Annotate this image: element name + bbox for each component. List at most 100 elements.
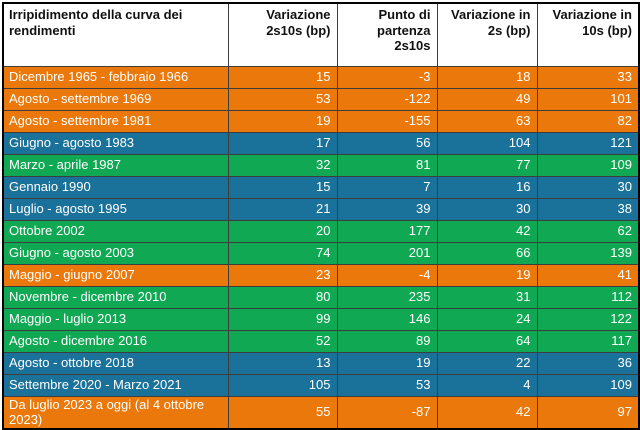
header-row: Irripidimento della curva dei rendimenti…	[2, 2, 640, 67]
value-cell: 42	[436, 396, 538, 430]
value-cell: 53	[336, 374, 438, 397]
value-cell: 109	[536, 154, 640, 177]
value-cell: 24	[436, 308, 538, 331]
header-cell-punto-di-partenza: Punto di partenza 2s10s	[336, 2, 438, 67]
table-body: Dicembre 1965 - febbraio 1966 15 -3 18 33 Ago…	[2, 66, 640, 430]
value-cell: 109	[536, 374, 640, 397]
value-cell: 63	[436, 110, 538, 133]
value-cell: 19	[436, 264, 538, 287]
period-cell: Ottobre 2002	[2, 220, 229, 243]
period-cell: Settembre 2020 - Marzo 2021	[2, 374, 229, 397]
table-row: Agosto - dicembre 2016 52 89 64 117	[2, 330, 640, 353]
header-cell-variazione-2s: Variazione in 2s (bp)	[436, 2, 538, 67]
value-cell: 19	[227, 110, 338, 133]
value-cell: 30	[536, 176, 640, 199]
table-row: Settembre 2020 - Marzo 2021 105 53 4 109	[2, 374, 640, 397]
value-cell: 122	[536, 308, 640, 331]
value-cell: 17	[227, 132, 338, 155]
table-row: Agosto - settembre 1969 53 -122 49 101	[2, 88, 640, 111]
value-cell: 31	[436, 286, 538, 309]
value-cell: 62	[536, 220, 640, 243]
value-cell: 16	[436, 176, 538, 199]
period-cell: Giugno - agosto 1983	[2, 132, 229, 155]
value-cell: 177	[336, 220, 438, 243]
value-cell: -4	[336, 264, 438, 287]
value-cell: 15	[227, 66, 338, 89]
value-cell: 36	[536, 352, 640, 375]
value-cell: 32	[227, 154, 338, 177]
value-cell: 21	[227, 198, 338, 221]
value-cell: 117	[536, 330, 640, 353]
value-cell: 139	[536, 242, 640, 265]
table-row: Da luglio 2023 a oggi (al 4 ottobre 2023…	[2, 396, 640, 430]
value-cell: 38	[536, 198, 640, 221]
value-cell: 41	[536, 264, 640, 287]
value-cell: 105	[227, 374, 338, 397]
period-cell: Gennaio 1990	[2, 176, 229, 199]
table-row: Agosto - settembre 1981 19 -155 63 82	[2, 110, 640, 133]
value-cell: 55	[227, 396, 338, 430]
period-cell: Luglio - agosto 1995	[2, 198, 229, 221]
period-cell: Da luglio 2023 a oggi (al 4 ottobre 2023…	[2, 396, 229, 430]
value-cell: 39	[336, 198, 438, 221]
header-cell-period: Irripidimento della curva dei rendimenti	[2, 2, 229, 67]
value-cell: 77	[436, 154, 538, 177]
value-cell: 66	[436, 242, 538, 265]
value-cell: 22	[436, 352, 538, 375]
value-cell: 7	[336, 176, 438, 199]
table-row: Giugno - agosto 1983 17 56 104 121	[2, 132, 640, 155]
period-cell: Maggio - giugno 2007	[2, 264, 229, 287]
table-header: Irripidimento della curva dei rendimenti…	[2, 2, 640, 67]
value-cell: 235	[336, 286, 438, 309]
header-cell-variazione-2s10s: Variazione 2s10s (bp)	[227, 2, 338, 67]
table-row: Gennaio 1990 15 7 16 30	[2, 176, 640, 199]
value-cell: 97	[536, 396, 640, 430]
period-cell: Marzo - aprile 1987	[2, 154, 229, 177]
period-cell: Agosto - settembre 1981	[2, 110, 229, 133]
table-row: Ottobre 2002 20 177 42 62	[2, 220, 640, 243]
value-cell: -87	[336, 396, 438, 430]
value-cell: 4	[436, 374, 538, 397]
value-cell: 104	[436, 132, 538, 155]
value-cell: 19	[336, 352, 438, 375]
header-cell-variazione-10s: Variazione in 10s (bp)	[536, 2, 640, 67]
period-cell: Agosto - settembre 1969	[2, 88, 229, 111]
value-cell: 15	[227, 176, 338, 199]
value-cell: 18	[436, 66, 538, 89]
period-cell: Giugno - agosto 2003	[2, 242, 229, 265]
value-cell: 33	[536, 66, 640, 89]
value-cell: 64	[436, 330, 538, 353]
value-cell: 53	[227, 88, 338, 111]
table-row: Agosto - ottobre 2018 13 19 22 36	[2, 352, 640, 375]
period-cell: Dicembre 1965 - febbraio 1966	[2, 66, 229, 89]
table-row: Luglio - agosto 1995 21 39 30 38	[2, 198, 640, 221]
value-cell: 52	[227, 330, 338, 353]
value-cell: 20	[227, 220, 338, 243]
table-row: Marzo - aprile 1987 32 81 77 109	[2, 154, 640, 177]
value-cell: 56	[336, 132, 438, 155]
value-cell: 13	[227, 352, 338, 375]
value-cell: 30	[436, 198, 538, 221]
value-cell: 89	[336, 330, 438, 353]
value-cell: 112	[536, 286, 640, 309]
table-row: Dicembre 1965 - febbraio 1966 15 -3 18 33	[2, 66, 640, 89]
value-cell: 101	[536, 88, 640, 111]
table-row: Maggio - luglio 2013 99 146 24 122	[2, 308, 640, 331]
period-cell: Agosto - dicembre 2016	[2, 330, 229, 353]
value-cell: -122	[336, 88, 438, 111]
period-cell: Agosto - ottobre 2018	[2, 352, 229, 375]
table-row: Giugno - agosto 2003 74 201 66 139	[2, 242, 640, 265]
period-cell: Novembre - dicembre 2010	[2, 286, 229, 309]
value-cell: -3	[336, 66, 438, 89]
value-cell: 80	[227, 286, 338, 309]
period-cell: Maggio - luglio 2013	[2, 308, 229, 331]
value-cell: 82	[536, 110, 640, 133]
table-row: Novembre - dicembre 2010 80 235 31 112	[2, 286, 640, 309]
value-cell: 201	[336, 242, 438, 265]
value-cell: 146	[336, 308, 438, 331]
value-cell: 121	[536, 132, 640, 155]
value-cell: -155	[336, 110, 438, 133]
value-cell: 49	[436, 88, 538, 111]
